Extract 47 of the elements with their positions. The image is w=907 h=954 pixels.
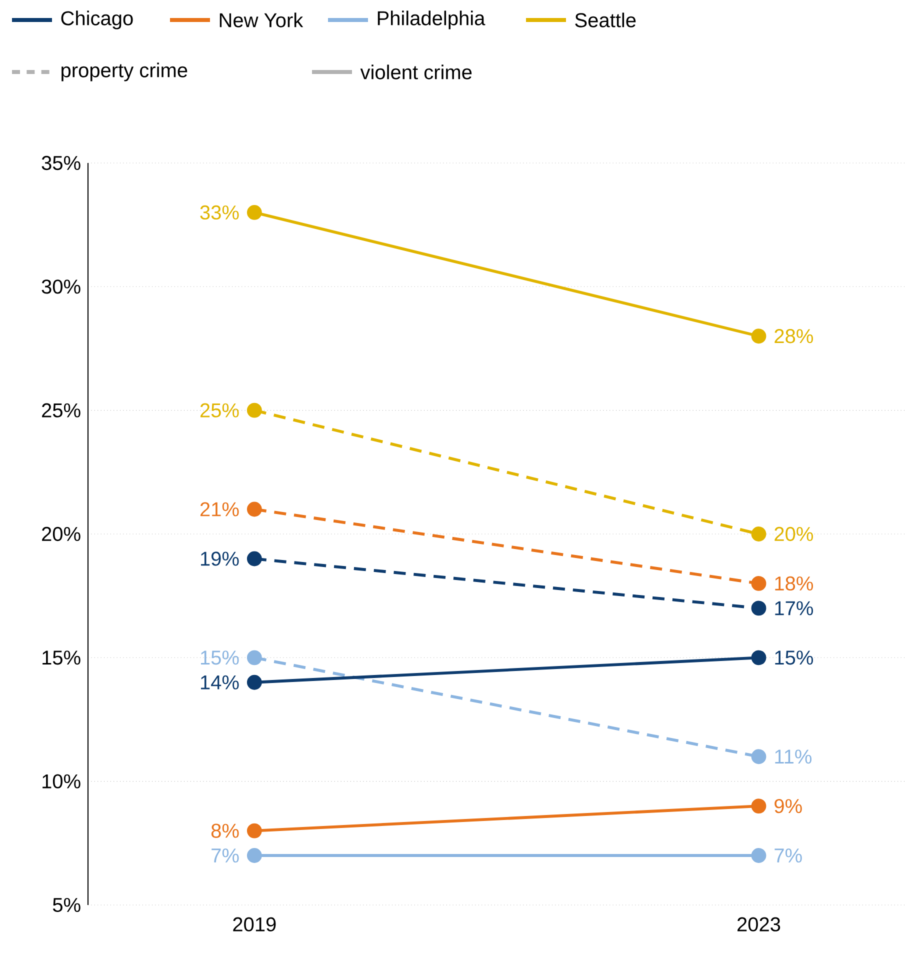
point <box>246 402 262 418</box>
data-label: 15% <box>775 650 813 665</box>
legend-label: New York <box>220 12 304 28</box>
point <box>246 551 262 566</box>
data-label: 7% <box>212 848 239 863</box>
point <box>751 798 766 814</box>
y-tick-label: 15% <box>42 650 80 665</box>
data-label: 17% <box>775 601 813 616</box>
point <box>246 204 262 220</box>
point <box>751 848 766 863</box>
data-label: 19% <box>200 552 239 566</box>
y-tick-label: 20% <box>42 526 80 542</box>
data-label: 15% <box>200 650 239 665</box>
point <box>751 526 766 542</box>
point <box>751 749 766 764</box>
x-tick-label: 2023 <box>737 917 780 932</box>
data-label: 11% <box>775 750 812 764</box>
point <box>751 328 766 344</box>
legend-label: Seattle <box>575 12 636 28</box>
data-label: 21% <box>200 502 239 516</box>
data-label: 7% <box>774 848 802 863</box>
point <box>751 600 766 616</box>
text: violent crime <box>360 64 472 80</box>
data-label: 18% <box>775 576 813 591</box>
data-label: 20% <box>774 526 813 542</box>
text: property crime <box>62 62 188 82</box>
point <box>246 650 262 666</box>
point <box>246 848 262 863</box>
data-label: 28% <box>774 329 813 344</box>
point <box>751 576 766 591</box>
data-label: 8% <box>211 824 239 838</box>
point <box>246 823 262 838</box>
point <box>246 674 262 690</box>
legend-label: Philadelphia <box>378 10 486 30</box>
x-tick-label: 2019 <box>233 917 276 932</box>
y-tick-label: 25% <box>42 403 80 418</box>
data-label: 9% <box>774 798 802 814</box>
point <box>751 650 766 666</box>
y-tick-label: 5% <box>52 898 80 912</box>
y-tick-label: 10% <box>42 774 80 788</box>
y-tick-label: 30% <box>42 280 80 294</box>
y-tick-label: 35% <box>42 156 80 170</box>
data-label: 14% <box>200 675 239 690</box>
point <box>246 502 262 517</box>
data-label: 25% <box>200 403 239 418</box>
legend-label: Chicago <box>61 10 133 30</box>
data-label: 33% <box>200 205 239 220</box>
